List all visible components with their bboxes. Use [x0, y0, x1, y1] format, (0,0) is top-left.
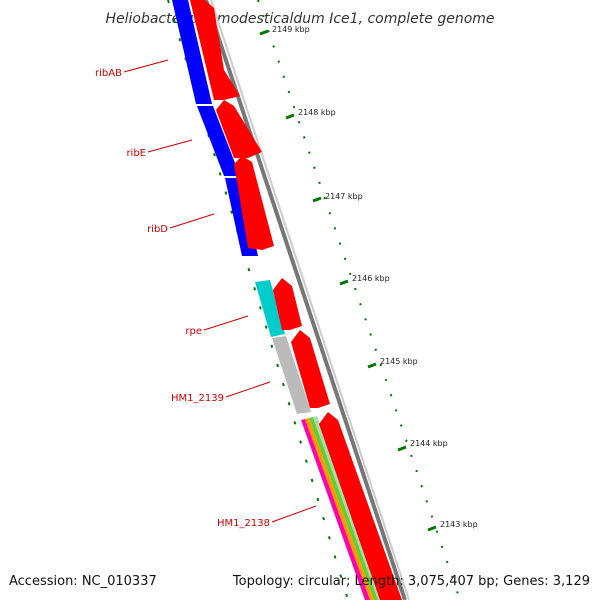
cds-ribE-reverse: [197, 106, 240, 176]
accession-label: Accession: NC_010337: [9, 574, 157, 589]
cds-HM1-2138-forward: [319, 412, 402, 600]
tick-ring-inner: [167, 0, 349, 600]
kbp-tick-marks: [259, 29, 437, 532]
genome-summary: Topology: circular; Length: 3,075,407 bp…: [232, 574, 590, 589]
tick-label-2147: 2147 kbp: [325, 192, 363, 201]
tick-label-2148: 2148 kbp: [298, 108, 336, 117]
gene-label-pointers: [123, 59, 317, 523]
cds-ribAB-forward: [190, 0, 240, 100]
genome-backbone: [204, 0, 410, 600]
gene-label-HM1-2139: HM1_2139: [171, 393, 224, 404]
cds-HM1-2138-reverse-1: [301, 419, 370, 600]
gene-label-rpe: rpe: [185, 326, 202, 337]
tick-label-2149: 2149 kbp: [272, 25, 310, 34]
gene-label-ribAB: ribAB: [95, 68, 122, 79]
tick-label-2145: 2145 kbp: [380, 357, 418, 366]
cds-HM1-2139-forward: [291, 330, 330, 408]
forward-cds-track: [190, 0, 402, 600]
gene-label-ribE: ribE: [126, 148, 146, 159]
gene-label-ribD: ribD: [147, 224, 168, 235]
cds-ribAB-reverse: [172, 0, 212, 104]
cds-HM1-2138-reverse-3: [309, 417, 378, 600]
cds-rpe-forward: [273, 278, 302, 330]
cds-HM1-2138-reverse-2: [305, 418, 374, 600]
gene-label-HM1-2138: HM1_2138: [217, 518, 270, 529]
cds-rpe: [255, 280, 285, 337]
tick-label-2144: 2144 kbp: [410, 439, 448, 448]
tick-label-2146: 2146 kbp: [352, 274, 390, 283]
tick-label-2143: 2143 kbp: [440, 520, 478, 529]
cds-ribE-forward: [216, 100, 262, 158]
cds-HM1-2139: [272, 336, 311, 414]
cds-ribD-forward: [234, 156, 274, 250]
